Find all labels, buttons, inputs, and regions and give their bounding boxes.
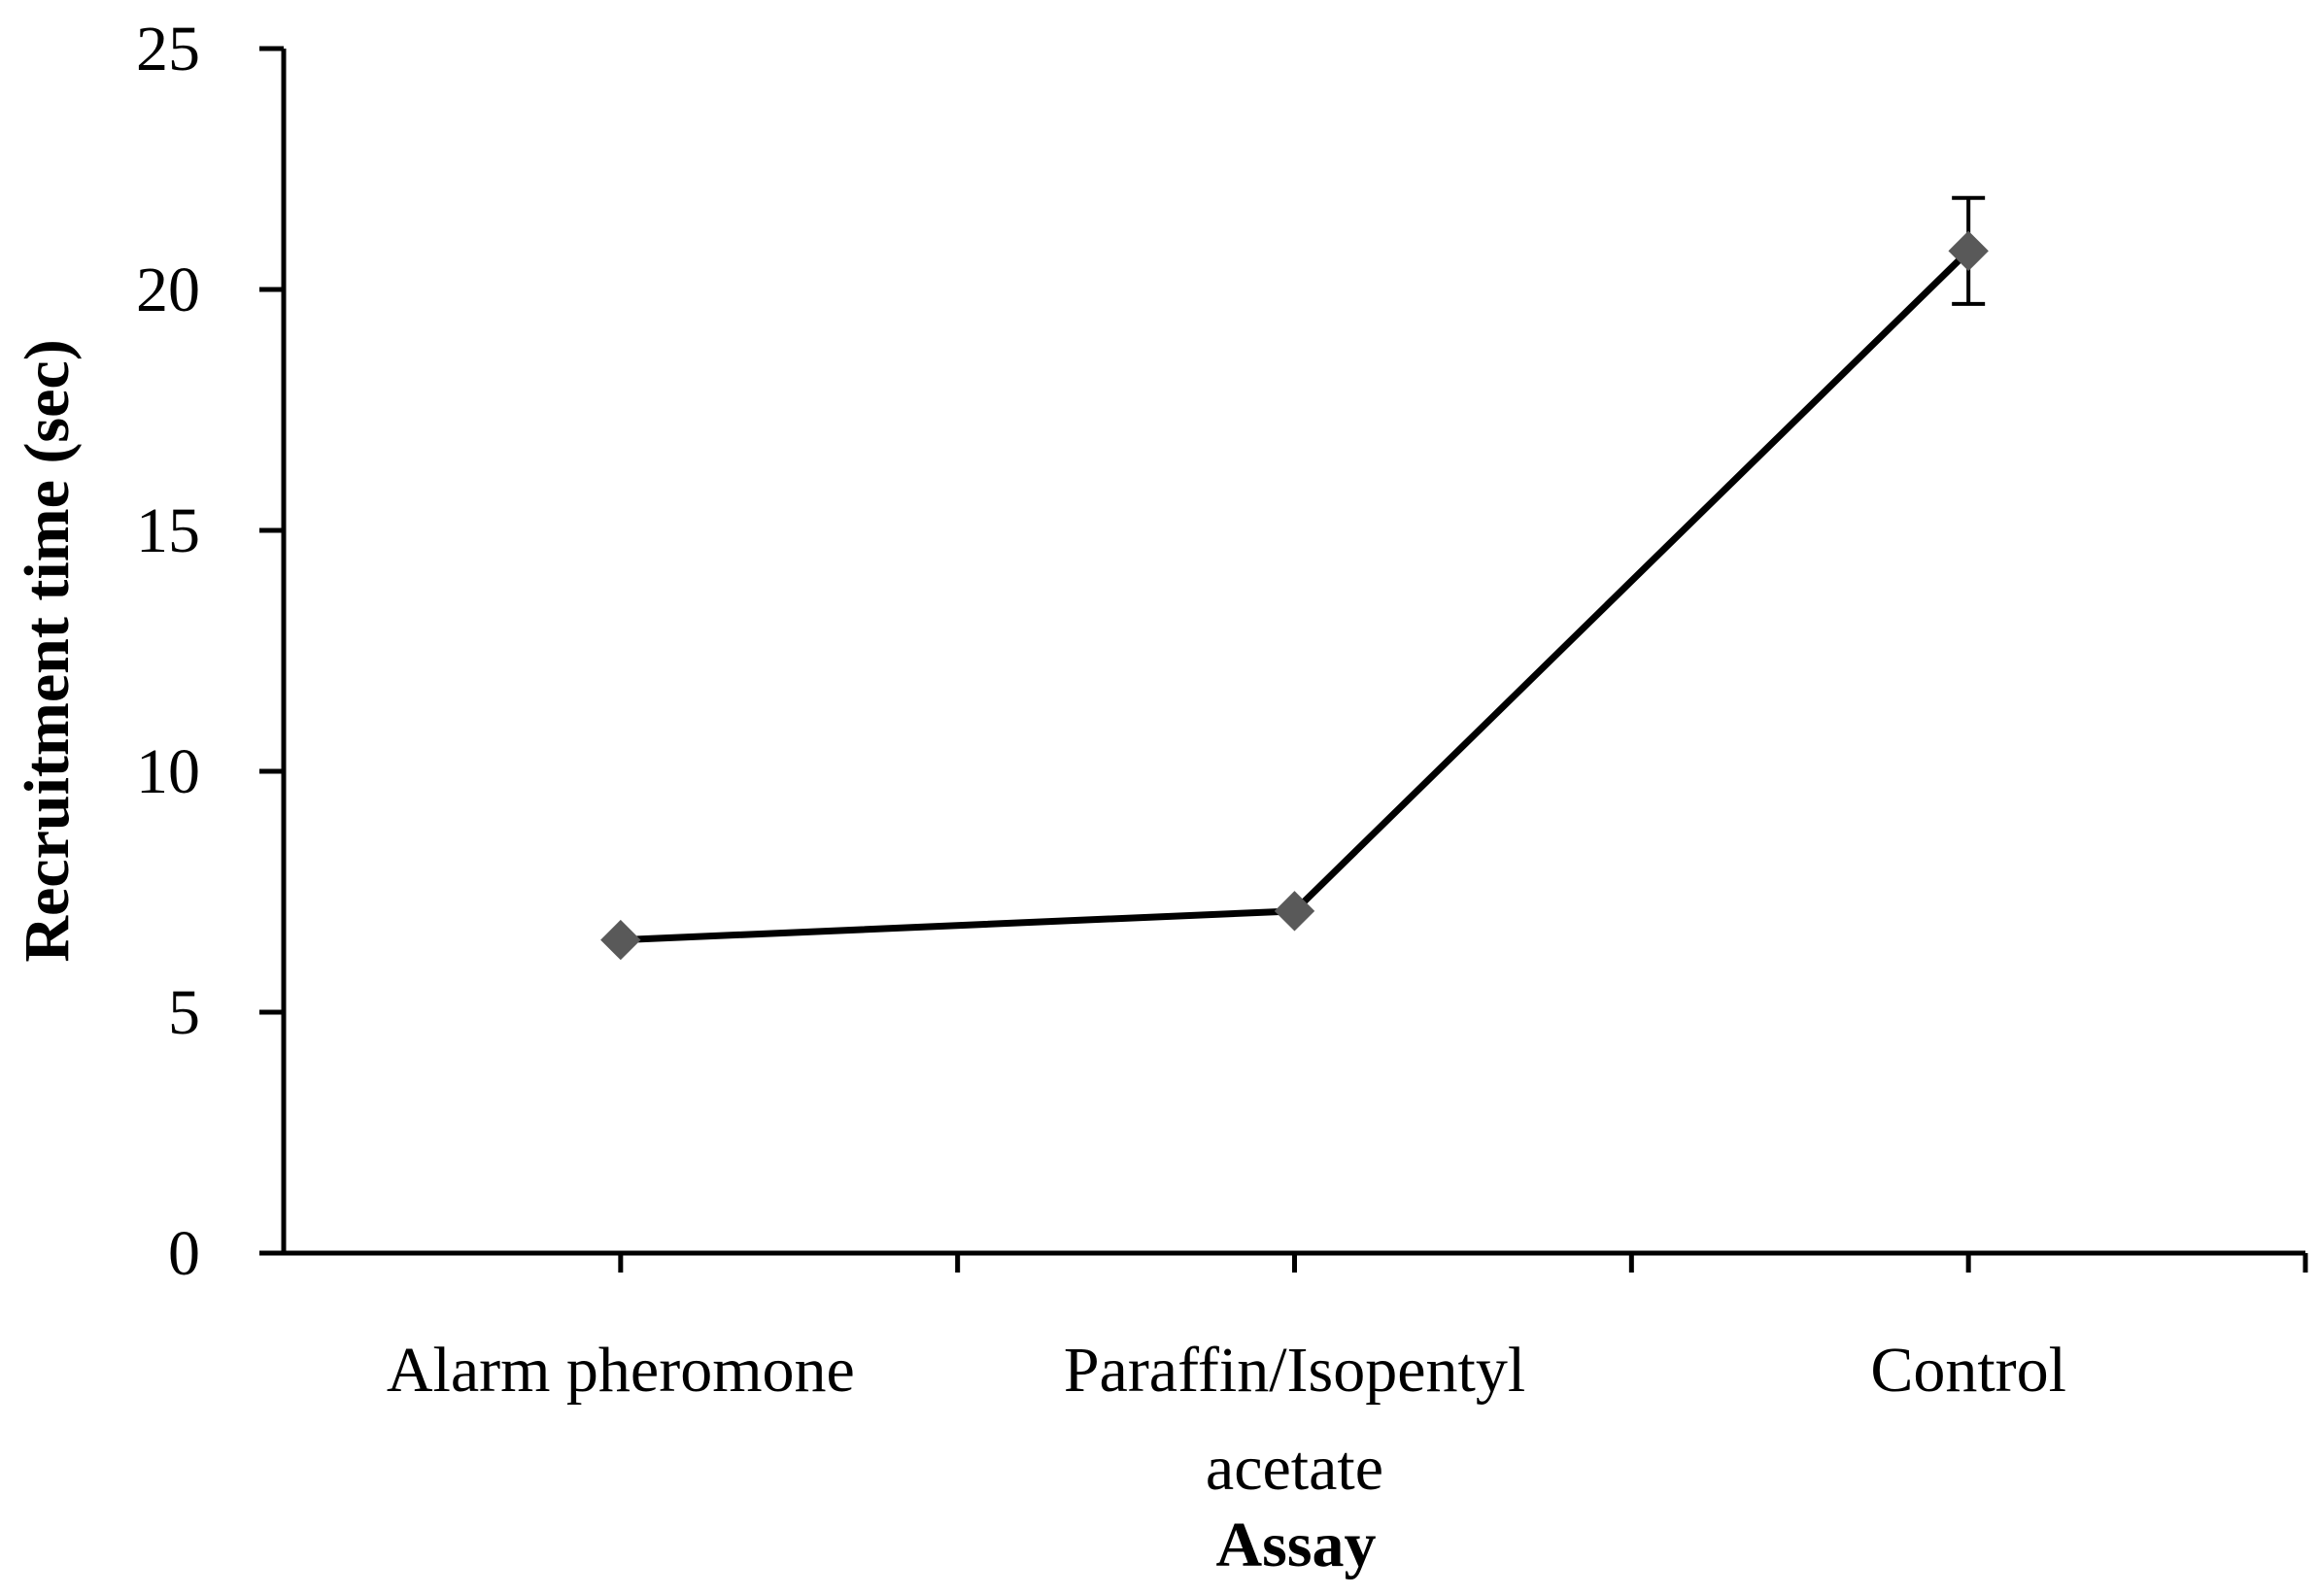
- data-point: [1274, 891, 1315, 932]
- x-tick-label: Control: [1870, 1335, 2066, 1406]
- y-tick-label: 20: [136, 255, 200, 325]
- y-tick-label: 10: [136, 736, 200, 807]
- series-layer: [600, 195, 1989, 961]
- data-point: [1948, 230, 1989, 272]
- data-point: [600, 919, 641, 961]
- y-axis-title: Recruitment time (sec): [12, 339, 83, 962]
- y-tick-label: 0: [168, 1218, 200, 1289]
- x-axis-title: Assay: [1215, 1510, 1376, 1580]
- x-tick-label: Paraffin/Isopentyl acetate: [1064, 1335, 1525, 1504]
- y-ticks: 0 5 10 15 20 25: [136, 14, 284, 1289]
- axes: [259, 49, 2305, 1256]
- series-line: [620, 248, 1971, 944]
- y-tick-label: 15: [136, 495, 200, 566]
- y-tick-label: 5: [168, 977, 200, 1048]
- y-tick-label: 25: [136, 14, 200, 85]
- x-ticks: Alarm pheromone Paraffin/Isopentyl acetate…: [387, 1253, 2308, 1504]
- x-tick-label: Alarm pheromone: [387, 1335, 855, 1406]
